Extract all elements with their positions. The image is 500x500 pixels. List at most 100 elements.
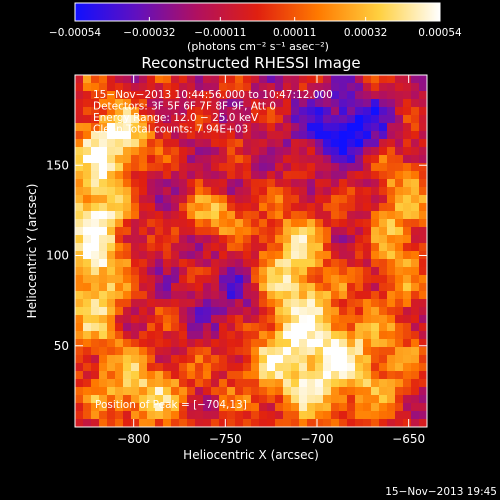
heatmap-cell	[203, 331, 212, 340]
heatmap-cell	[363, 83, 372, 92]
heatmap-cell	[99, 91, 108, 100]
heatmap-cell	[195, 203, 204, 212]
heatmap-cell	[259, 347, 268, 356]
heatmap-cell	[83, 187, 92, 196]
heatmap-cell	[299, 115, 308, 124]
heatmap-cell	[275, 187, 284, 196]
heatmap-cell	[267, 307, 276, 316]
heatmap-cell	[147, 331, 156, 340]
heatmap-cell	[187, 363, 196, 372]
heatmap-cell	[411, 131, 420, 140]
heatmap-cell	[315, 291, 324, 300]
heatmap-cell	[123, 291, 132, 300]
heatmap-cell	[163, 379, 172, 388]
heatmap-cell	[379, 339, 388, 348]
heatmap-cell	[139, 235, 148, 244]
heatmap-cell	[275, 283, 284, 292]
heatmap-cell	[91, 299, 100, 308]
heatmap-cell	[179, 235, 188, 244]
heatmap-cell	[163, 243, 172, 252]
heatmap-cell	[203, 307, 212, 316]
heatmap-cell	[267, 227, 276, 236]
heatmap-cell	[299, 75, 308, 84]
heatmap-cell	[275, 315, 284, 324]
heatmap-cell	[187, 371, 196, 380]
heatmap-cell	[115, 123, 124, 132]
heatmap-cell	[331, 131, 340, 140]
heatmap-cell	[75, 203, 84, 212]
heatmap-cell	[211, 371, 220, 380]
heatmap-cell	[227, 355, 236, 364]
heatmap-cell	[147, 243, 156, 252]
heatmap-cell	[419, 227, 427, 236]
heatmap-cell	[379, 211, 388, 220]
heatmap-cell	[75, 395, 84, 404]
heatmap-cell	[315, 259, 324, 268]
heatmap-cell	[235, 195, 244, 204]
heatmap-cell	[115, 219, 124, 228]
heatmap-cell	[339, 219, 348, 228]
heatmap-cell	[211, 155, 220, 164]
heatmap-cell	[299, 227, 308, 236]
heatmap-cell	[227, 83, 236, 92]
heatmap-cell	[267, 355, 276, 364]
heatmap-cell	[299, 99, 308, 108]
heatmap-cell	[91, 259, 100, 268]
heatmap-cell	[331, 395, 340, 404]
heatmap-cell	[187, 227, 196, 236]
heatmap-cell	[371, 371, 380, 380]
heatmap-cell	[283, 75, 292, 84]
heatmap-cell	[299, 91, 308, 100]
heatmap-cell	[139, 163, 148, 172]
heatmap-cell	[147, 91, 156, 100]
heatmap-cell	[339, 315, 348, 324]
heatmap-cell	[387, 203, 396, 212]
heatmap-cell	[91, 171, 100, 180]
heatmap-cell	[371, 83, 380, 92]
heatmap-cell	[123, 299, 132, 308]
heatmap-cell	[179, 395, 188, 404]
heatmap-cell	[187, 323, 196, 332]
heatmap-cell	[267, 379, 276, 388]
heatmap-cell	[387, 275, 396, 284]
heatmap-cell	[171, 379, 180, 388]
heatmap-cell	[211, 411, 220, 420]
heatmap-cell	[307, 131, 316, 140]
heatmap-cell	[395, 123, 404, 132]
heatmap-cell	[203, 139, 212, 148]
heatmap-cell	[163, 331, 172, 340]
heatmap-cell	[187, 179, 196, 188]
heatmap-cell	[235, 339, 244, 348]
heatmap-cell	[75, 115, 84, 124]
heatmap-cell	[203, 123, 212, 132]
heatmap-cell	[347, 83, 356, 92]
x-axis-label: Heliocentric X (arcsec)	[183, 448, 319, 462]
heatmap-cell	[131, 179, 140, 188]
heatmap-cell	[387, 171, 396, 180]
heatmap-cell	[267, 387, 276, 396]
heatmap-cell	[259, 75, 268, 84]
heatmap-cell	[171, 283, 180, 292]
heatmap-cell	[211, 147, 220, 156]
heatmap-cell	[267, 275, 276, 284]
heatmap-cell	[235, 347, 244, 356]
heatmap-cell	[379, 107, 388, 116]
heatmap-cell	[395, 195, 404, 204]
heatmap-cell	[99, 179, 108, 188]
heatmap-cell	[139, 307, 148, 316]
heatmap-cell	[163, 363, 172, 372]
colorbar-tick-labels: −0.00054 −0.00032 −0.00011 0.00011 0.00032 0.…	[49, 27, 462, 39]
heatmap-cell	[99, 323, 108, 332]
heatmap-cell	[395, 219, 404, 228]
heatmap-cell	[275, 331, 284, 340]
heatmap-cell	[171, 275, 180, 284]
heatmap-cell	[331, 211, 340, 220]
heatmap-cell	[355, 187, 364, 196]
heatmap-cell	[219, 243, 228, 252]
heatmap-cell	[387, 411, 396, 420]
heatmap-cell	[171, 299, 180, 308]
heatmap-cell	[283, 179, 292, 188]
heatmap-cell	[419, 107, 427, 116]
heatmap-cell	[259, 147, 268, 156]
heatmap-cell	[179, 259, 188, 268]
